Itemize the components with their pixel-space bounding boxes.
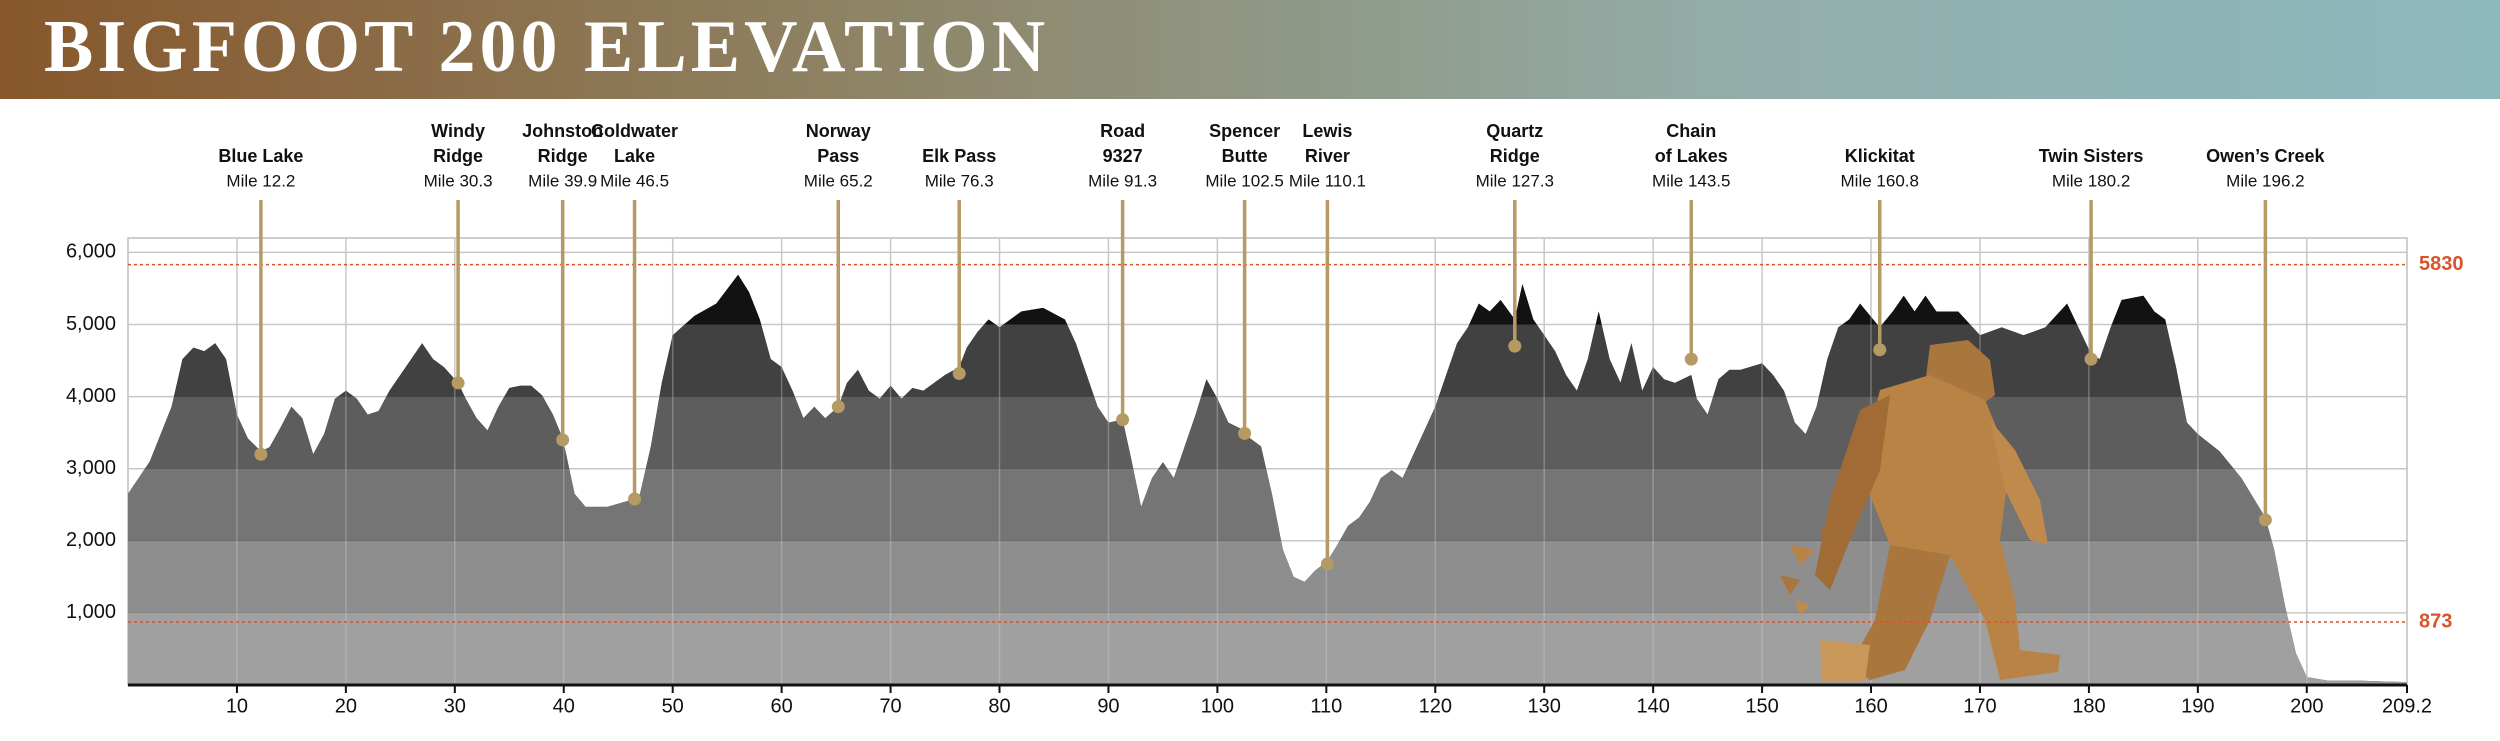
x-tick-label: 160 (1854, 695, 1887, 717)
x-tick-label: 10 (226, 695, 248, 717)
station-mile: Mile 91.3 (1088, 171, 1157, 190)
station-mile: Mile 196.2 (2226, 171, 2304, 190)
reference-label: 5830 (2419, 253, 2464, 275)
station-mile: Mile 160.8 (1841, 171, 1919, 190)
station-name: River (1305, 146, 1350, 166)
x-tick-label: 100 (1201, 695, 1234, 717)
elevation-band (128, 612, 2407, 685)
station-mile: Mile 110.1 (1289, 171, 1366, 190)
y-tick-label: 4,000 (66, 385, 116, 407)
elevation-band (128, 396, 2407, 469)
y-tick-label: 5,000 (66, 313, 116, 335)
header-band (0, 0, 2500, 99)
x-tick-label: 50 (662, 695, 684, 717)
station-name: Owen’s Creek (2206, 146, 2325, 166)
station-marker (2258, 513, 2272, 527)
station-marker (1684, 352, 1698, 366)
station-name: Blue Lake (218, 146, 303, 166)
y-tick-label: 1,000 (66, 601, 116, 623)
x-tick-label: 209.2 (2382, 695, 2432, 717)
x-tick-label: 140 (1636, 695, 1669, 717)
x-tick-label: 110 (1310, 695, 1342, 717)
station-marker (628, 492, 642, 506)
x-tick-label: 150 (1745, 695, 1778, 717)
x-tick-label: 90 (1097, 695, 1119, 717)
station-name: of Lakes (1655, 146, 1728, 166)
plot-layer: 1,000 2,000 3,000 4,000 5,000 6,000 10 20 30 40 50… (66, 121, 2464, 718)
station-name: Coldwater (591, 121, 678, 141)
station-mile: Mile 76.3 (925, 171, 994, 190)
station-mile: Mile 180.2 (2052, 171, 2130, 190)
station-name: Quartz (1486, 121, 1543, 141)
station-name: Norway (806, 121, 871, 141)
station-marker (1320, 557, 1334, 571)
y-tick-label: 3,000 (66, 457, 116, 479)
elevation-bands (128, 274, 2407, 685)
station-name: Ridge (433, 146, 483, 166)
bigfoot-illustration (1780, 340, 2060, 682)
station-name: Elk Pass (922, 146, 996, 166)
x-tick-label: 80 (988, 695, 1010, 717)
x-tick-label: 60 (771, 695, 793, 717)
x-tick-label: 170 (1963, 695, 1996, 717)
x-tick-label: 30 (444, 695, 466, 717)
station-marker (1873, 343, 1887, 357)
station-name: Windy (431, 121, 485, 141)
station-name: Road (1100, 121, 1145, 141)
x-tick-label: 120 (1419, 695, 1452, 717)
station-mile: Mile 39.9 (528, 171, 597, 190)
station-mile: Mile 127.3 (1476, 171, 1554, 190)
station-name: Butte (1222, 146, 1268, 166)
x-tick-label: 180 (2072, 695, 2105, 717)
elevation-band (128, 468, 2407, 541)
station-mile: Mile 143.5 (1652, 171, 1730, 190)
station-name: Johnston (522, 121, 603, 141)
x-tick-label: 70 (879, 695, 901, 717)
elevation-band (128, 540, 2407, 613)
x-tick-label: 40 (553, 695, 575, 717)
x-tick-label: 190 (2181, 695, 2214, 717)
station-marker (1508, 339, 1522, 353)
station-mile: Mile 46.5 (600, 171, 669, 190)
station-marker (1116, 413, 1130, 427)
station-name: Klickitat (1845, 146, 1915, 166)
station-name: Lake (614, 146, 655, 166)
station-mile: Mile 12.2 (226, 171, 295, 190)
reference-label: 873 (2419, 610, 2452, 632)
station-name: 9327 (1103, 146, 1143, 166)
station-name: Lewis (1302, 121, 1352, 141)
y-tick-label: 6,000 (66, 241, 116, 263)
station-mile: Mile 65.2 (804, 171, 873, 190)
station-marker (254, 447, 268, 461)
station-marker (556, 433, 570, 447)
station-marker (451, 376, 465, 390)
x-tick-label: 200 (2290, 695, 2323, 717)
x-tick-label: 20 (335, 695, 357, 717)
station-name: Twin Sisters (2039, 146, 2144, 166)
chart-title: BIGFOOT 200 ELEVATION (44, 6, 1049, 88)
station-marker (1238, 426, 1252, 440)
station-name: Spencer (1209, 121, 1280, 141)
station-mile: Mile 30.3 (424, 171, 493, 190)
station-mile: Mile 102.5 (1205, 171, 1283, 190)
elevation-band (128, 274, 2407, 325)
station-name: Pass (817, 146, 859, 166)
station-name: Chain (1666, 121, 1716, 141)
station-name: Ridge (1490, 146, 1540, 166)
x-tick-label: 130 (1528, 695, 1561, 717)
station-marker (2084, 352, 2098, 366)
station-name: Ridge (538, 146, 588, 166)
station-marker (952, 367, 966, 381)
y-tick-label: 2,000 (66, 529, 116, 551)
station-marker (831, 400, 845, 414)
